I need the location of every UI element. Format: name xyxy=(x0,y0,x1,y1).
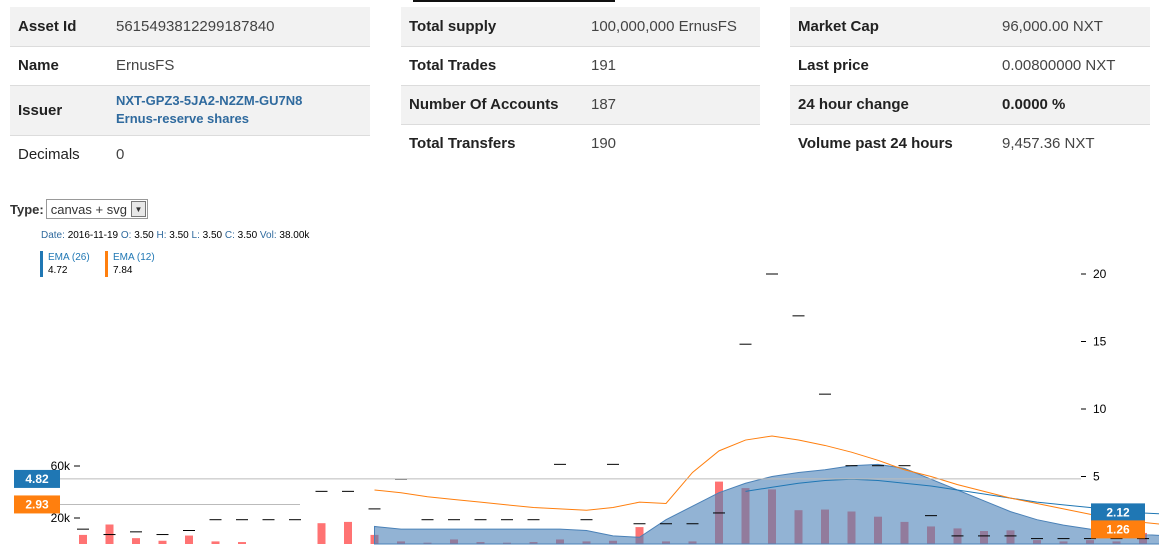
issuer-account-link[interactable]: NXT-GPZ3-5JA2-N2ZM-GU7N8 xyxy=(116,93,303,108)
issuer-row: Issuer NXT-GPZ3-5JA2-N2ZM-GU7N8 Ernus-re… xyxy=(10,84,370,135)
badge-left-ema12-bg xyxy=(14,495,60,514)
volume-value: 9,457.36 NXT xyxy=(994,123,1150,163)
change-row: 24 hour change 0.0000 % xyxy=(790,84,1150,124)
legend-ema26[interactable]: EMA (26) 4.72 xyxy=(40,251,90,277)
date-value: 2016-11-19 xyxy=(67,230,119,241)
volume-bar xyxy=(185,535,193,544)
total-trades-row: Total Trades 191 xyxy=(401,45,760,85)
close-value: 3.50 xyxy=(237,230,258,241)
volume-row: Volume past 24 hours 9,457.36 NXT xyxy=(790,123,1150,163)
low-label: L: xyxy=(191,230,200,241)
name-label: Name xyxy=(10,45,108,85)
badge-left-ema12: 2.93 xyxy=(25,497,49,511)
legend-ema12[interactable]: EMA (12) 7.84 xyxy=(105,251,155,277)
decimals-value: 0 xyxy=(108,134,370,174)
price-axis-label: 10 xyxy=(1093,402,1107,416)
asset-id-label: Asset Id xyxy=(10,7,108,46)
volume-bar xyxy=(317,523,326,544)
ema12-value: 7.84 xyxy=(113,265,133,276)
open-value: 3.50 xyxy=(134,230,154,241)
vol-value: 38.00k xyxy=(279,230,310,241)
name-row: Name ErnusFS xyxy=(10,45,370,85)
open-label: O: xyxy=(120,230,132,241)
chart-type-selected: canvas + svg xyxy=(50,201,127,217)
market-cap-value: 96,000.00 NXT xyxy=(994,7,1150,46)
volume-bar xyxy=(158,540,167,544)
badge-left-ema26: 4.82 xyxy=(25,472,49,486)
chevron-down-icon[interactable]: ▼ xyxy=(130,201,146,217)
ohlc-readout: Date: 2016-11-19 O: 3.50 H: 3.50 L: 3.50… xyxy=(41,230,309,241)
high-value: 3.50 xyxy=(169,230,189,241)
asset-info-table: Asset Id 5615493812299187840 Name ErnusF… xyxy=(10,7,370,174)
issuer-label: Issuer xyxy=(10,84,108,135)
issuer-name-link[interactable]: Ernus-reserve shares xyxy=(116,111,249,126)
price-axis-label: 15 xyxy=(1093,335,1107,349)
volume-axis-label: 60k xyxy=(51,459,71,473)
date-label: Date: xyxy=(41,230,65,241)
chart-type-select[interactable]: canvas + svg ▼ xyxy=(45,199,148,219)
ema12-name: EMA (12) xyxy=(113,252,155,263)
total-supply-label: Total supply xyxy=(401,7,583,46)
price-volume-chart[interactable]: 5 10 15 20 20k 60k 4.82 2.93 2.12 1.26 xyxy=(0,240,1159,548)
close-label: C: xyxy=(224,230,235,241)
accounts-link[interactable]: 187 xyxy=(583,84,760,124)
high-label: H: xyxy=(156,230,167,241)
last-price-label: Last price xyxy=(790,45,994,85)
badge-right-ema26-bg xyxy=(1091,503,1145,522)
asset-id-row: Asset Id 5615493812299187840 xyxy=(10,7,370,46)
decimals-row: Decimals 0 xyxy=(10,134,370,174)
change-value: 0.0000 % xyxy=(994,84,1150,124)
ema26-name: EMA (26) xyxy=(48,252,90,263)
badge-right-ema12-bg xyxy=(1091,520,1145,539)
decimals-label: Decimals xyxy=(10,134,108,174)
market-info-table: Market Cap 96,000.00 NXT Last price 0.00… xyxy=(790,7,1150,163)
top-border-line xyxy=(413,0,615,2)
total-supply-value: 100,000,000 ErnusFS xyxy=(583,7,760,46)
asset-id-value: 5615493812299187840 xyxy=(108,7,370,46)
chart-type-control: Type: canvas + svg ▼ xyxy=(10,199,148,219)
volume-bar xyxy=(635,527,644,544)
total-trades-label: Total Trades xyxy=(401,45,583,85)
price-axis-label: 20 xyxy=(1093,267,1107,281)
ema26-value: 4.72 xyxy=(48,265,68,276)
transfers-value: 190 xyxy=(583,123,760,163)
volume-bar xyxy=(238,542,246,544)
change-label: 24 hour change xyxy=(790,84,994,124)
badge-right-ema12: 1.26 xyxy=(1106,522,1130,536)
name-value: ErnusFS xyxy=(108,45,370,85)
total-trades-value: 191 xyxy=(583,45,760,85)
asset-stats-table: Total supply 100,000,000 ErnusFS Total T… xyxy=(401,7,760,163)
ema12-line xyxy=(374,435,1159,525)
badge-left-ema26-bg xyxy=(14,469,60,488)
total-supply-row: Total supply 100,000,000 ErnusFS xyxy=(401,7,760,46)
transfers-row: Total Transfers 190 xyxy=(401,123,760,163)
price-axis-label: 5 xyxy=(1093,470,1100,484)
accounts-row: Number Of Accounts 187 xyxy=(401,84,760,124)
transfers-label: Total Transfers xyxy=(401,123,583,163)
volume-bar xyxy=(211,541,220,544)
volume-bar xyxy=(79,534,87,544)
low-value: 3.50 xyxy=(202,230,223,241)
last-price-row: Last price 0.00800000 NXT xyxy=(790,45,1150,85)
vol-label: Vol: xyxy=(259,230,277,241)
volume-bar xyxy=(344,521,352,544)
market-cap-label: Market Cap xyxy=(790,7,994,46)
volume-axis-label: 20k xyxy=(51,511,71,525)
volume-label: Volume past 24 hours xyxy=(790,123,994,163)
volume-bar xyxy=(132,538,140,544)
chart-type-label: Type: xyxy=(10,201,44,217)
last-price-value: 0.00800000 NXT xyxy=(994,45,1150,85)
accounts-label: Number Of Accounts xyxy=(401,84,583,124)
issuer-value: NXT-GPZ3-5JA2-N2ZM-GU7N8 Ernus-reserve s… xyxy=(108,84,370,135)
market-cap-row: Market Cap 96,000.00 NXT xyxy=(790,7,1150,46)
badge-right-ema26: 2.12 xyxy=(1106,505,1130,519)
